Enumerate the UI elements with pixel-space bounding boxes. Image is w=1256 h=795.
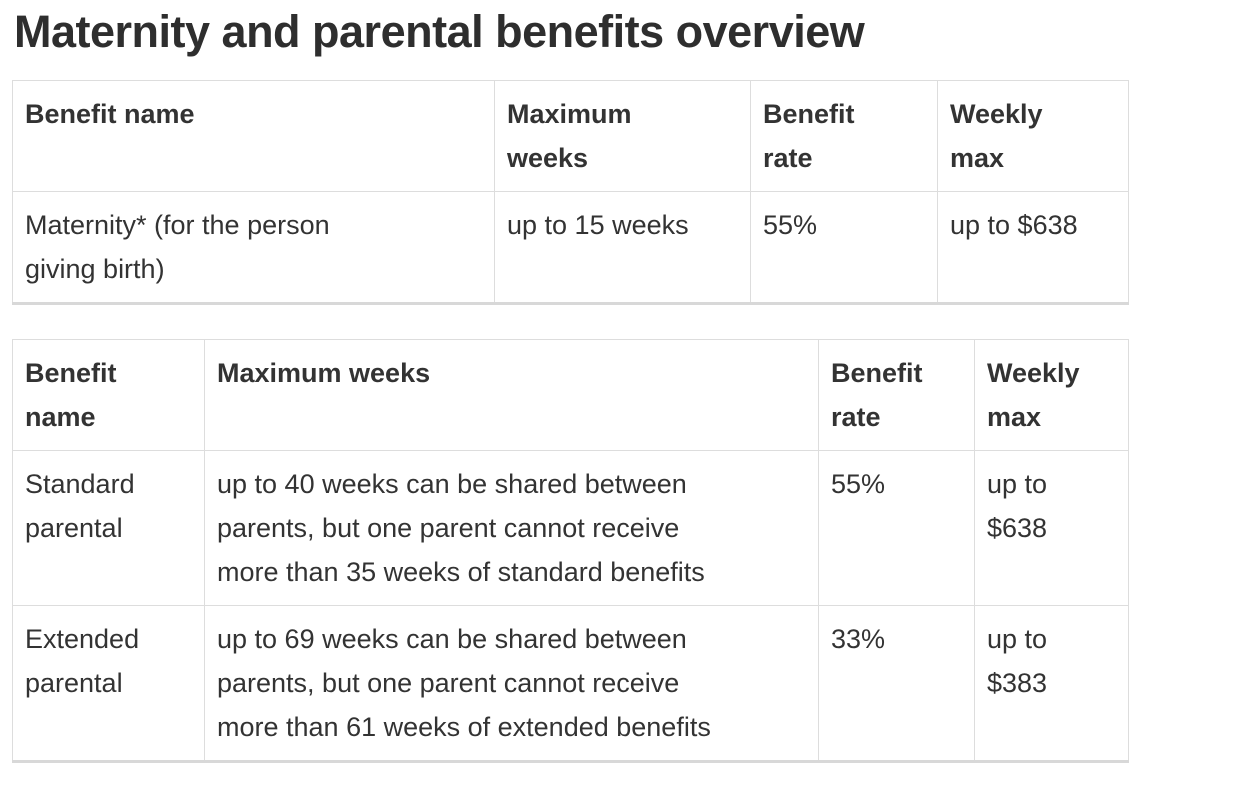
table-cell-text: up to $638 [987,469,1048,543]
column-header: Weekly max [974,339,1129,451]
column-header: Maximum weeks [494,80,751,192]
table-cell-text: up to 40 weeks can be shared between par… [217,469,705,587]
table-cell: up to 69 weeks can be shared between par… [204,605,819,762]
table-cell: up to $638 [937,191,1129,304]
table-cell: up to $638 [974,450,1129,606]
column-header-label: Benefit name [25,99,195,129]
table-cell-text: up to 15 weeks [507,210,689,240]
table-cell: up to 15 weeks [494,191,751,304]
column-header: Weekly max [937,80,1129,192]
table-cell: up to 40 weeks can be shared between par… [204,450,819,606]
table-row: Maternity* (for the person giving birth)… [12,191,1129,304]
table-cell: 55% [818,450,975,606]
column-header-label: Weekly max [987,358,1080,432]
table-cell-text: up to 69 weeks can be shared between par… [217,624,711,742]
column-header: Benefit rate [750,80,938,192]
column-header-label: Benefit name [25,358,117,432]
table-row: Standard parental up to 40 weeks can be s… [12,450,1129,606]
table-cell: up to $383 [974,605,1129,762]
table-cell: Extended parental [12,605,205,762]
table-cell-text: Extended parental [25,624,140,698]
table-cell-text: Standard parental [25,469,135,543]
table-cell-text: 55% [763,210,818,240]
table-header-row: Benefit name Maximum weeks Benefit rate Wee… [12,80,1129,192]
table-cell: Standard parental [12,450,205,606]
table-row: Benefit name Maximum weeks Benefit rate Wee… [12,80,1129,192]
column-header-label: Maximum weeks [217,358,431,388]
table-cell-text: 33% [831,624,886,654]
column-header-label: Maximum weeks [507,99,632,173]
table-cell-text: up to $383 [987,624,1048,698]
table-cell: 33% [818,605,975,762]
table-row: Benefit name Maximum weeks Benefit rate Wee… [12,339,1129,451]
table-cell-text: Maternity* (for the person giving birth) [25,210,330,284]
column-header: Benefit rate [818,339,975,451]
table-row: Extended parental up to 69 weeks can be s… [12,605,1129,762]
column-header-label: Benefit rate [831,358,923,432]
column-header: Benefit name [12,80,495,192]
table-cell-text: 55% [831,469,886,499]
page-title: Maternity and parental benefits overview [14,6,865,57]
table-header-row: Benefit name Maximum weeks Benefit rate Wee… [12,339,1129,451]
column-header: Benefit name [12,339,205,451]
table-cell: 55% [750,191,938,304]
column-header: Maximum weeks [204,339,819,451]
table-cell: Maternity* (for the person giving birth) [12,191,495,304]
maternity-benefits-table: Benefit name Maximum weeks Benefit rate Wee… [12,80,1129,305]
column-header-label: Weekly max [950,99,1043,173]
table-body: Standard parental up to 40 weeks can be s… [12,450,1129,762]
column-header-label: Benefit rate [763,99,855,173]
parental-benefits-table: Benefit name Maximum weeks Benefit rate Wee… [12,339,1129,763]
table-body: Maternity* (for the person giving birth)… [12,191,1129,304]
table-cell-text: up to $638 [950,210,1078,240]
